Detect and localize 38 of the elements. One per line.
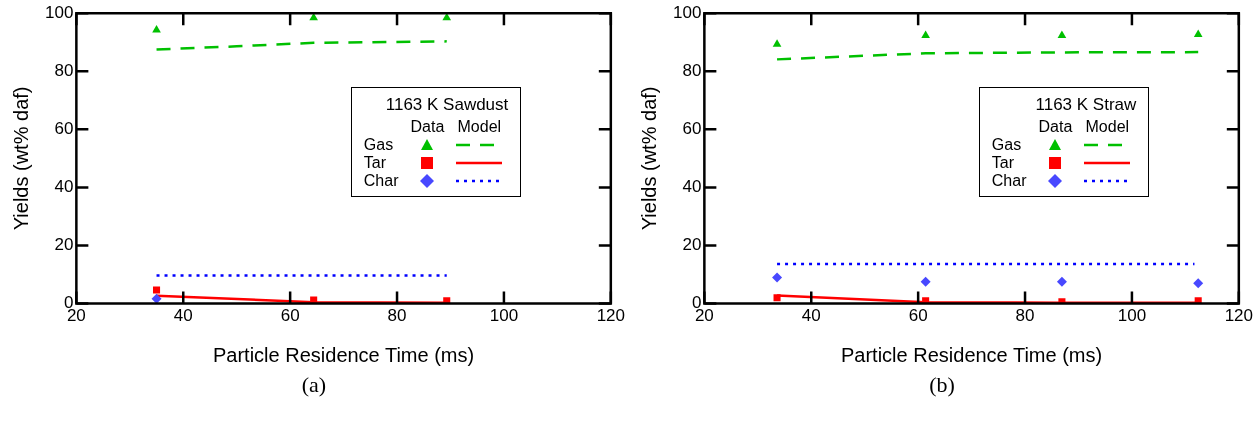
y-tick-label: 60 [682,119,702,139]
annotation: Data [1037,118,1074,137]
x-tick-label: 120 [596,306,626,326]
x-axis-title: Particle Residence Time (ms) [841,343,1103,366]
y-tick-label: 40 [682,177,702,197]
y-tick-label: 20 [54,235,74,255]
x-tick-label: 40 [173,306,193,326]
legend-title: 1163 K Sawdust [384,94,509,117]
y-axis-title: Yields (wt% daf) [637,86,660,231]
x-tick-label: 120 [1224,306,1254,326]
y-tick-label: 40 [54,177,74,197]
legend-label: Tar [991,154,1016,173]
y-tick-label: 80 [54,60,74,80]
x-tick-label: 40 [801,306,821,326]
annotation: Model [1084,118,1131,137]
y-tick-label: 100 [672,2,702,22]
x-axis-title: Particle Residence Time (ms) [213,343,475,366]
x-tick-label: 60 [908,306,928,326]
annotation: Model [456,118,503,137]
y-axis-title: Yields (wt% daf) [9,86,32,231]
y-tick-label: 20 [682,235,702,255]
legend-label: Tar [363,154,388,173]
y-tick-label: 60 [54,119,74,139]
y-tick-label: 80 [682,60,702,80]
x-tick-label: 100 [1117,306,1147,326]
x-tick-label: 100 [489,306,519,326]
annotation: Data [409,118,446,137]
legend-label: Gas [363,136,395,155]
x-tick-label: 80 [387,306,407,326]
legend-title: 1163 K Straw [1034,94,1137,117]
legend-label: Char [363,172,400,191]
legend-label: Gas [991,136,1023,155]
text: (a) [300,372,328,398]
x-tick-label: 60 [280,306,300,326]
text: (b) [928,372,956,398]
x-tick-label: 80 [1015,306,1035,326]
y-tick-label: 100 [44,2,74,22]
legend-label: Char [991,172,1028,191]
